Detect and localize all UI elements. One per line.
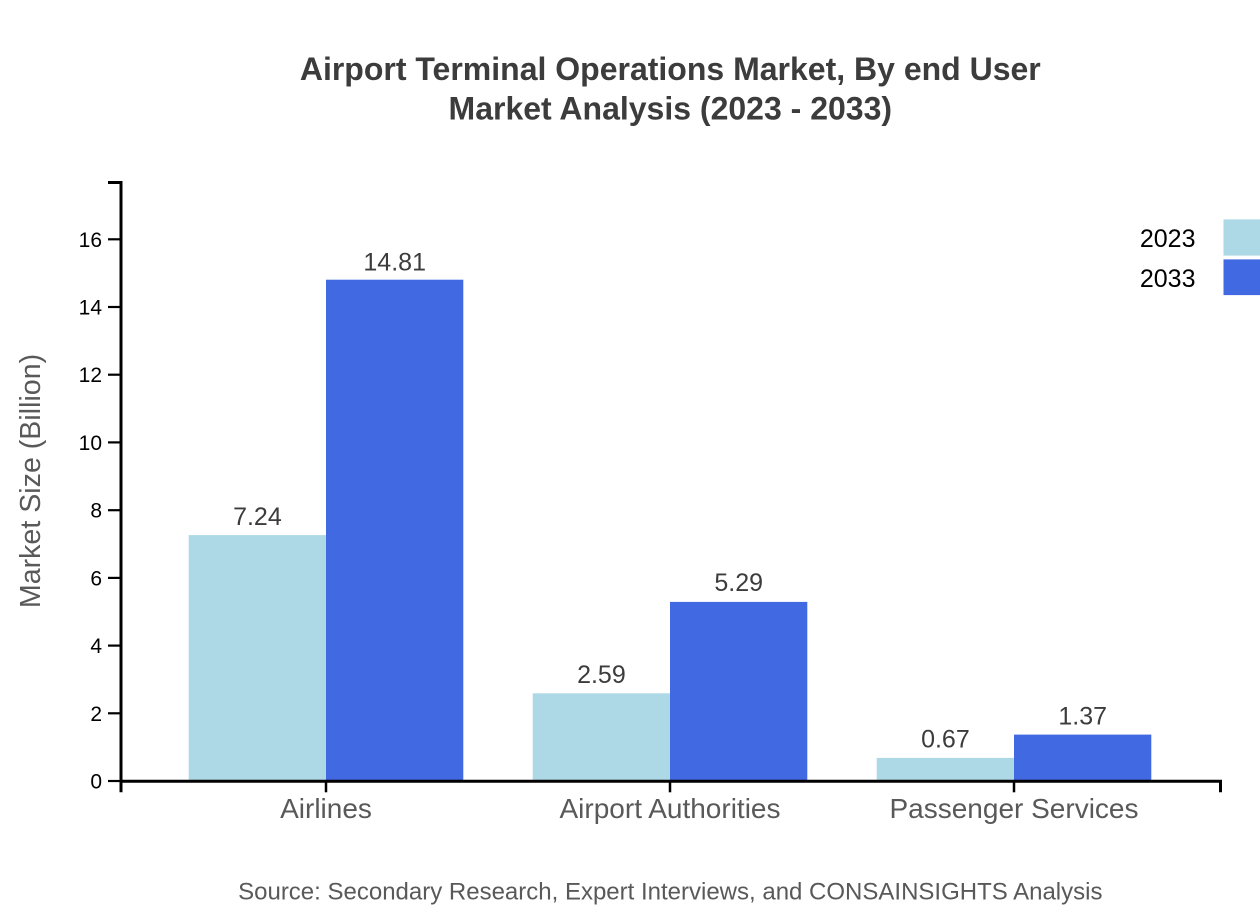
svg-text:14: 14 xyxy=(79,297,103,320)
svg-text:16: 16 xyxy=(79,229,102,252)
svg-text:8: 8 xyxy=(90,500,102,523)
svg-text:2.59: 2.59 xyxy=(577,661,626,689)
svg-text:14.81: 14.81 xyxy=(363,249,426,277)
svg-text:Airlines: Airlines xyxy=(280,793,372,824)
svg-text:Airport Authorities: Airport Authorities xyxy=(560,793,781,824)
svg-text:Source: Secondary Research, Ex: Source: Secondary Research, Expert Inter… xyxy=(238,879,1102,906)
svg-text:2023: 2023 xyxy=(1140,225,1196,253)
svg-text:7.24: 7.24 xyxy=(233,503,282,531)
svg-text:2: 2 xyxy=(90,703,102,726)
svg-text:6: 6 xyxy=(90,567,102,590)
svg-text:0: 0 xyxy=(90,771,102,794)
svg-text:5.29: 5.29 xyxy=(714,569,763,597)
svg-text:12: 12 xyxy=(79,364,102,387)
svg-text:Market Analysis (2023 - 2033): Market Analysis (2023 - 2033) xyxy=(449,91,893,127)
svg-text:2033: 2033 xyxy=(1140,265,1196,293)
svg-text:0.67: 0.67 xyxy=(921,726,970,754)
svg-text:Airport Terminal Operations Ma: Airport Terminal Operations Market, By e… xyxy=(300,51,1041,87)
svg-text:Market Size (Billion): Market Size (Billion) xyxy=(15,354,47,608)
svg-text:1.37: 1.37 xyxy=(1058,703,1107,731)
svg-text:10: 10 xyxy=(79,432,102,455)
svg-text:Passenger Services: Passenger Services xyxy=(889,793,1138,824)
svg-text:4: 4 xyxy=(90,635,102,658)
